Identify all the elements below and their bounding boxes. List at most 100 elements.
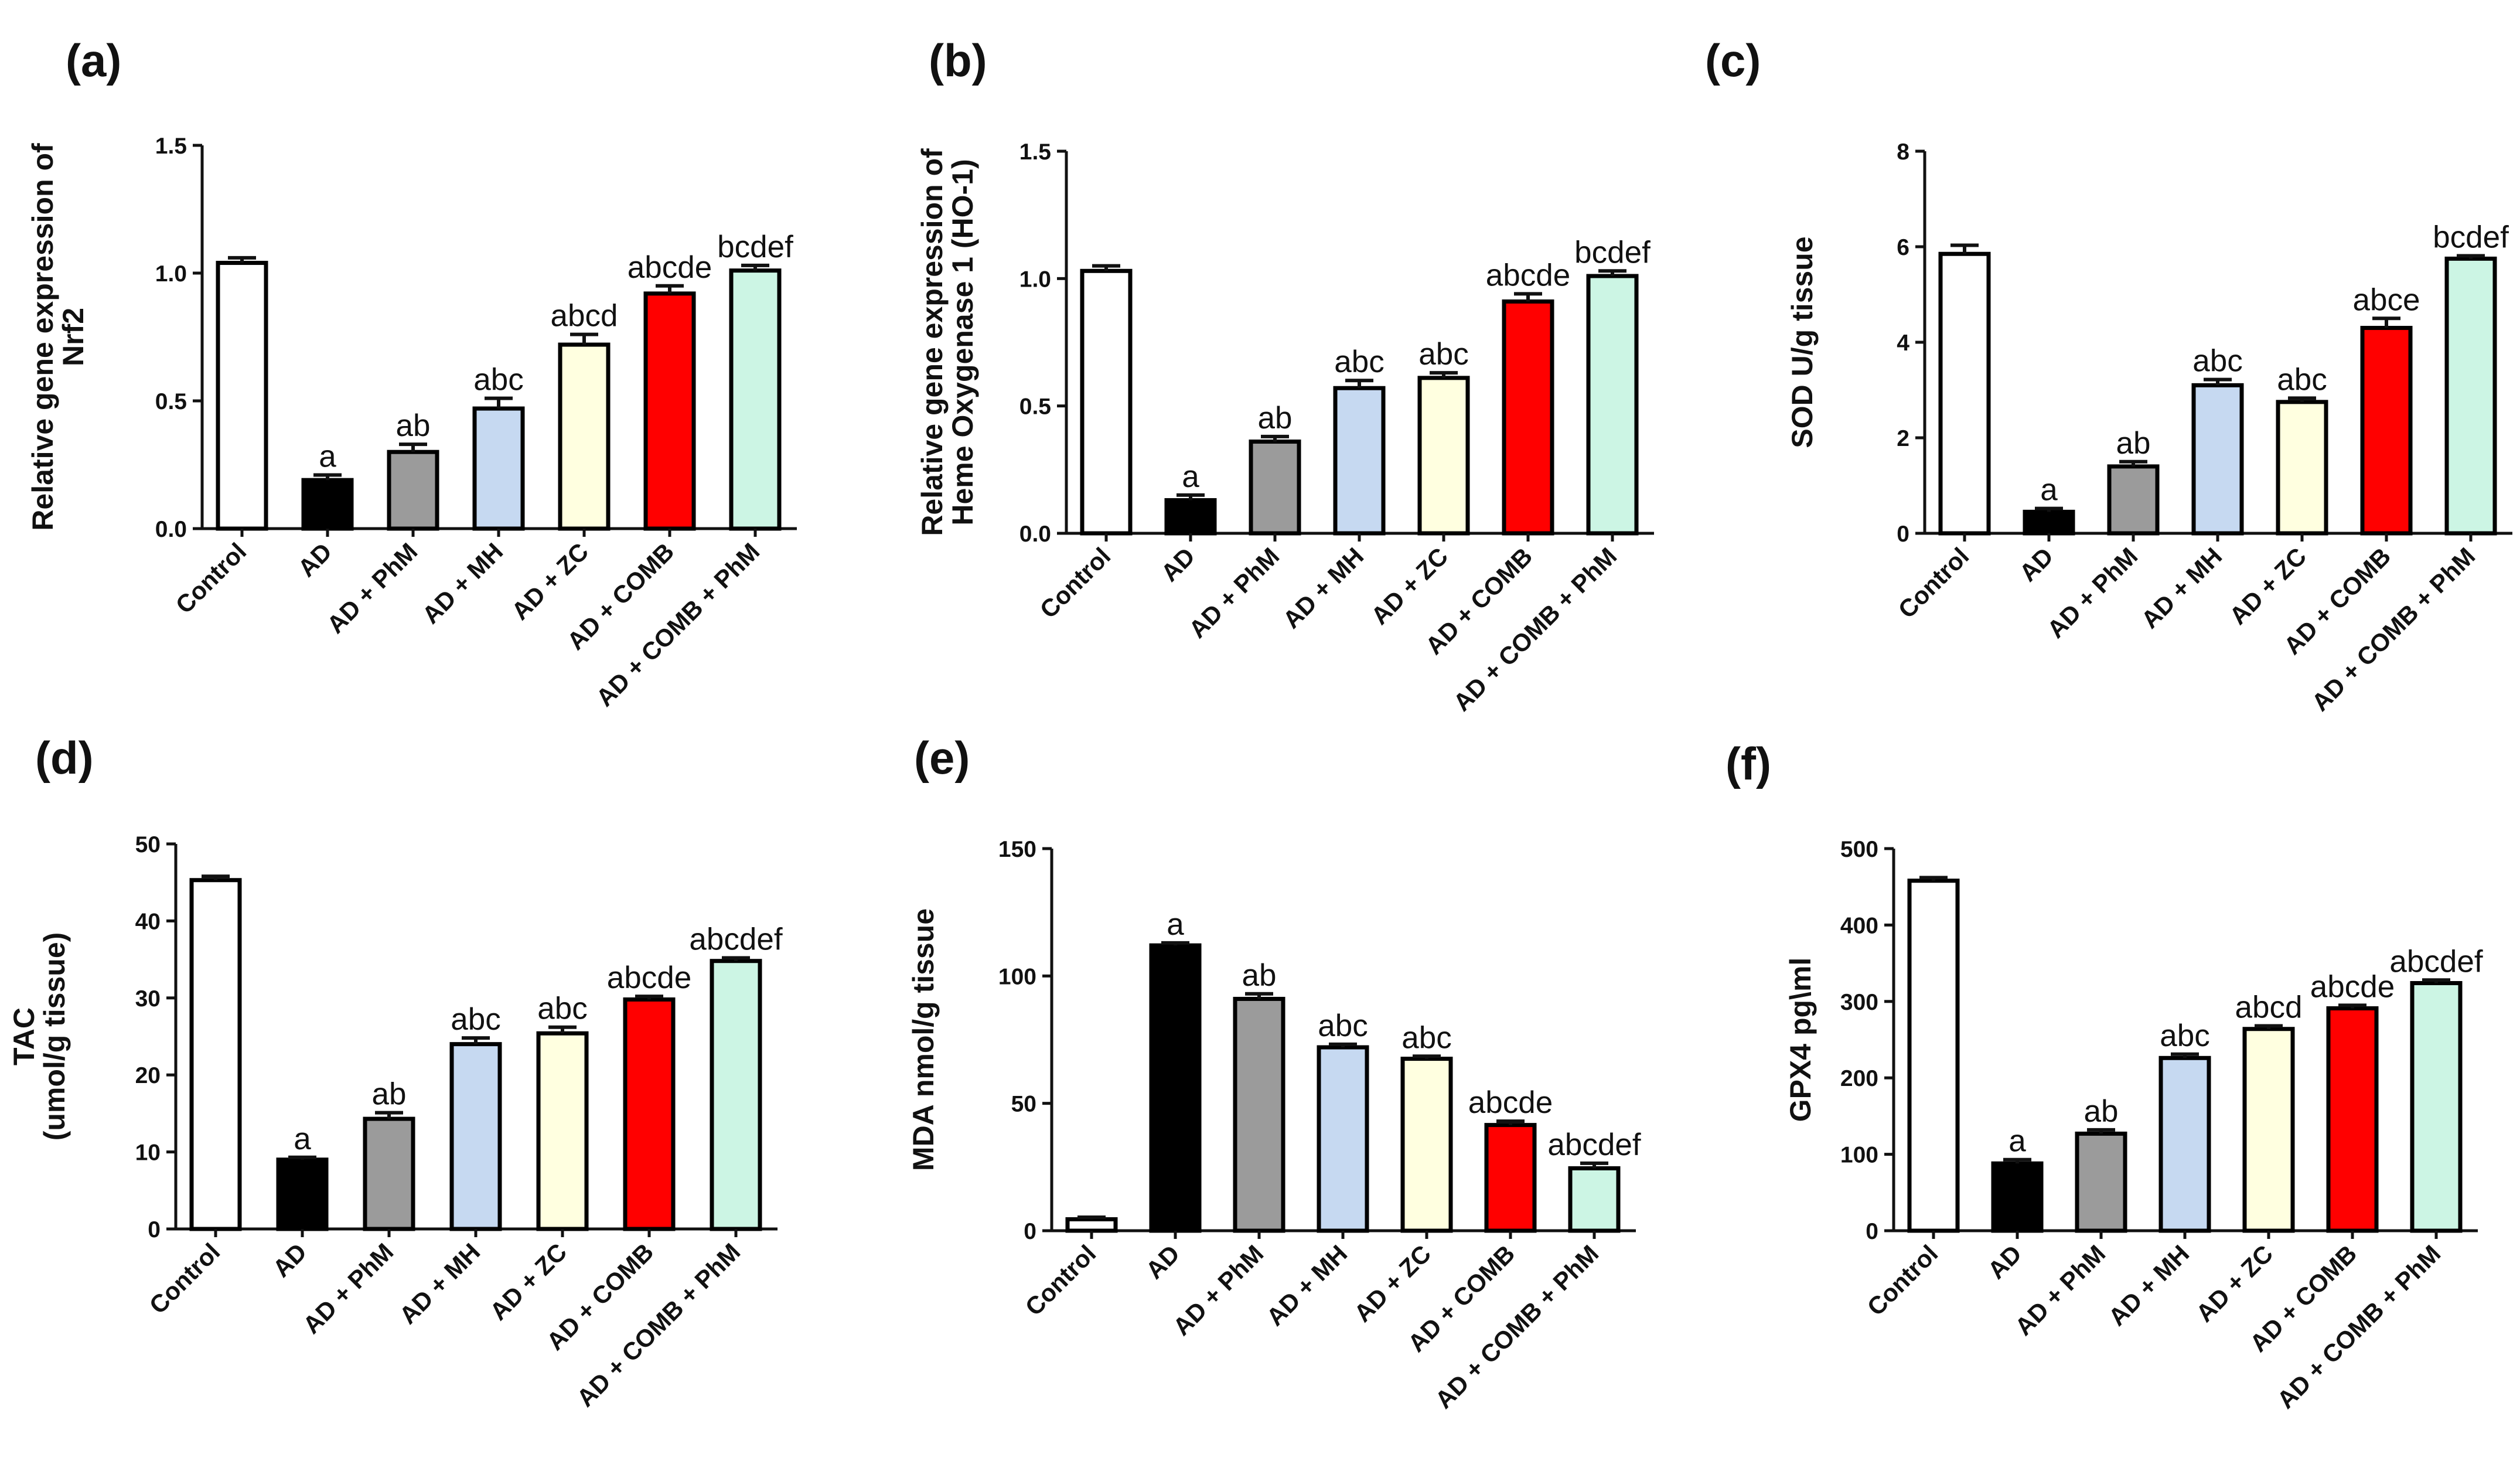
x-category-label: AD + PhM: [322, 537, 423, 639]
bar-ad-phm: [363, 1116, 415, 1231]
y-tick-label: 0: [1897, 522, 1909, 547]
x-category-label: AD + ZC: [485, 1238, 572, 1326]
bar-ad-comb: [1502, 299, 1554, 536]
x-category-label: AD: [2014, 542, 2058, 587]
bar-ad-comb-phm: [710, 959, 762, 1231]
bar-ad-mh: [1317, 1045, 1369, 1233]
significance-label: abc: [2192, 344, 2242, 379]
y-axis-label-line: Relative gene expression of: [916, 148, 949, 536]
bar-ad-comb: [2326, 1006, 2379, 1233]
significance-label: abc: [2277, 362, 2327, 397]
y-axis-label-line: SOD U/g tissue: [1786, 236, 1819, 448]
significance-label: ab: [1258, 401, 1293, 435]
bar-ad: [301, 478, 354, 531]
y-tick-label: 100: [998, 964, 1036, 989]
y-axis-label: TAC(umol/g tissue): [8, 932, 71, 1141]
significance-label: a: [1182, 459, 1199, 494]
y-axis-label: Relative gene expression ofNrf2: [26, 143, 90, 531]
y-tick-label: 1.0: [155, 261, 187, 287]
chart-panel-1: (a) Relative gene expression ofNrf2 0.0 0.5…: [26, 35, 797, 711]
significance-label: abcde: [628, 250, 712, 285]
bar-ad-zc: [536, 1031, 589, 1231]
bar-ad-mh: [449, 1042, 502, 1231]
y-axis-label-line: GPX4 pg\ml: [1784, 958, 1817, 1122]
bar-ad: [1991, 1161, 2044, 1233]
x-category-label: Control: [1893, 542, 1975, 624]
bar-ad-mh: [2158, 1055, 2211, 1233]
significance-label: ab: [1242, 958, 1277, 993]
panel-letter: (e): [914, 732, 970, 784]
bar-ad-zc: [1417, 376, 1470, 536]
significance-label: abcde: [1468, 1085, 1553, 1120]
x-category-label: AD + COMB + PhM: [2272, 1240, 2446, 1414]
x-category-label: AD + COMB + PhM: [1448, 542, 1622, 716]
bar-ad-zc: [558, 342, 611, 531]
significance-label: abc: [537, 992, 587, 1026]
y-tick-label: 150: [998, 837, 1036, 862]
bar-ad-phm: [1233, 996, 1285, 1233]
x-category-label: AD: [292, 537, 337, 582]
significance-label: abcdef: [1547, 1128, 1641, 1162]
x-category-label: AD + ZC: [2191, 1240, 2279, 1327]
bar-ad: [276, 1157, 329, 1231]
significance-label: abc: [1401, 1020, 1451, 1055]
bar-ad-zc: [2242, 1027, 2295, 1233]
y-tick-label: 200: [1840, 1066, 1878, 1091]
bar-control: [189, 878, 242, 1231]
y-tick-label: 6: [1897, 235, 1909, 260]
bar-ad-phm: [2107, 464, 2160, 536]
y-tick-label: 20: [135, 1063, 161, 1088]
y-tick-label: 100: [1840, 1143, 1878, 1168]
bar-ad-mh: [1333, 386, 1386, 536]
panel-letter: (f): [1726, 738, 1771, 789]
bar-ad-comb-phm: [2410, 981, 2463, 1233]
chart-panel-6: (f) GPX4 pg\ml 0 100 200 300 400 500 Control a AD a…: [1726, 738, 2483, 1414]
y-tick-label: 40: [135, 909, 161, 934]
bar-ad-comb-phm: [1568, 1166, 1621, 1233]
x-category-label: AD: [267, 1238, 312, 1282]
x-category-label: AD: [1140, 1240, 1185, 1284]
bar-control: [1080, 268, 1133, 536]
significance-label: a: [319, 439, 336, 474]
significance-label: abc: [473, 363, 523, 397]
bar-control: [1938, 251, 1991, 536]
y-tick-label: 0.0: [1019, 522, 1051, 547]
y-axis-label-line: Relative gene expression of: [26, 143, 59, 531]
y-tick-label: 0.5: [155, 389, 187, 414]
bar-ad-comb-phm: [2444, 256, 2497, 536]
significance-label: abcde: [1486, 258, 1570, 292]
y-tick-label: 1.5: [155, 134, 187, 159]
y-axis-label-line: MDA nmol/g tissue: [907, 908, 940, 1171]
significance-label: ab: [2084, 1094, 2119, 1129]
significance-label: abcde: [2310, 969, 2395, 1004]
significance-label: bcdef: [717, 230, 793, 264]
significance-label: ab: [372, 1077, 407, 1112]
y-tick-label: 0.5: [1019, 394, 1051, 420]
x-category-label: AD + PhM: [298, 1238, 399, 1339]
chart-panel-3: (c) SOD U/g tissue 0 2 4 6 8 Control a AD ab AD + P…: [1705, 35, 2512, 716]
y-tick-label: 500: [1840, 837, 1878, 862]
bar-control: [216, 261, 268, 531]
bar-ad: [2023, 509, 2075, 536]
y-tick-label: 4: [1897, 331, 1909, 356]
significance-label: abce: [2353, 282, 2420, 317]
x-category-label: AD + MH: [417, 537, 508, 629]
significance-label: abcdef: [689, 922, 782, 956]
bar-ad-comb: [643, 291, 696, 531]
x-category-label: AD + MH: [394, 1238, 485, 1329]
bar-ad: [1164, 498, 1217, 536]
y-tick-label: 0: [1024, 1219, 1036, 1244]
bar-control: [1065, 1217, 1118, 1233]
y-tick-label: 50: [135, 832, 161, 857]
x-category-label: Control: [1020, 1240, 1102, 1321]
x-category-label: AD + MH: [2103, 1240, 2194, 1331]
significance-label: abc: [1418, 337, 1468, 372]
significance-label: abcd: [2235, 990, 2303, 1025]
significance-label: ab: [396, 408, 431, 443]
x-category-label: AD + PhM: [2042, 542, 2143, 643]
bar-ad-comb: [2360, 326, 2413, 536]
bar-ad-zc: [1400, 1057, 1453, 1233]
significance-label: abc: [451, 1002, 500, 1037]
y-axis-label: SOD U/g tissue: [1786, 236, 1819, 448]
bar-ad-comb-phm: [729, 268, 782, 531]
